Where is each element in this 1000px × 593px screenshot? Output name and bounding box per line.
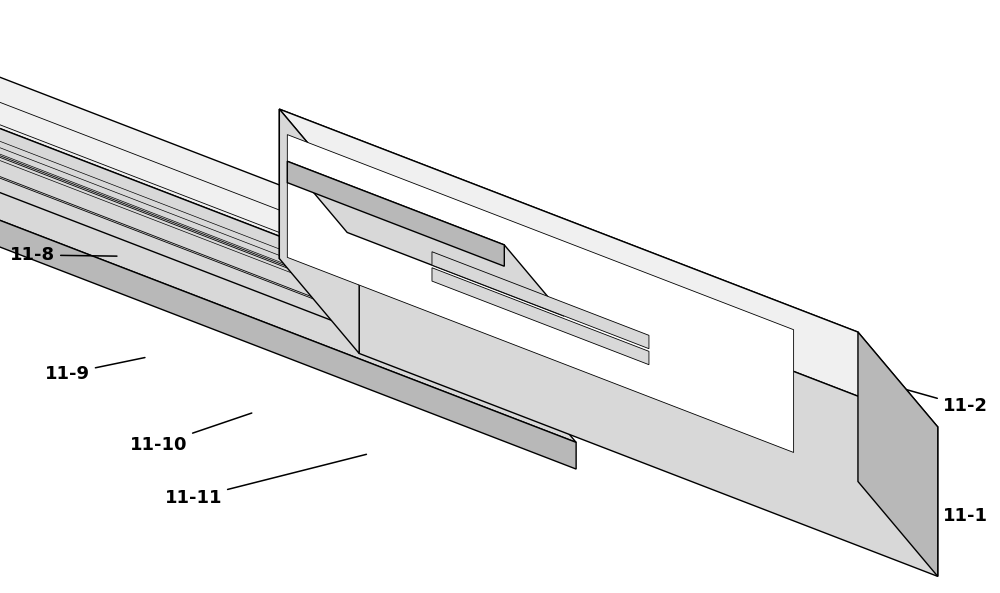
Polygon shape (0, 0, 516, 350)
Text: 11-9: 11-9 (45, 358, 145, 382)
Polygon shape (279, 109, 359, 353)
Polygon shape (0, 0, 556, 397)
Polygon shape (504, 272, 568, 412)
Polygon shape (279, 109, 938, 427)
Text: 11-11: 11-11 (165, 454, 366, 507)
Polygon shape (0, 0, 576, 469)
Polygon shape (359, 204, 938, 576)
Polygon shape (0, 0, 568, 347)
Polygon shape (0, 0, 556, 397)
Text: 11-6: 11-6 (297, 247, 389, 294)
Polygon shape (0, 0, 918, 558)
Text: 11-8: 11-8 (10, 246, 117, 264)
Polygon shape (0, 0, 568, 412)
Polygon shape (287, 161, 564, 316)
Text: 11-4: 11-4 (476, 324, 569, 362)
Polygon shape (0, 0, 918, 558)
Text: 11-3: 11-3 (571, 363, 669, 403)
Polygon shape (0, 0, 576, 442)
Polygon shape (858, 332, 938, 576)
Text: 11-10: 11-10 (130, 413, 252, 454)
Polygon shape (0, 0, 550, 390)
Text: 11-2: 11-2 (821, 365, 988, 415)
Text: 11-5: 11-5 (392, 292, 479, 332)
Polygon shape (432, 268, 649, 365)
Polygon shape (287, 135, 794, 452)
Polygon shape (0, 0, 522, 357)
Polygon shape (279, 109, 858, 482)
Polygon shape (432, 251, 649, 349)
Polygon shape (0, 0, 918, 537)
Polygon shape (287, 161, 504, 266)
Text: 11-1: 11-1 (871, 484, 988, 525)
Text: 11-7: 11-7 (182, 197, 264, 237)
